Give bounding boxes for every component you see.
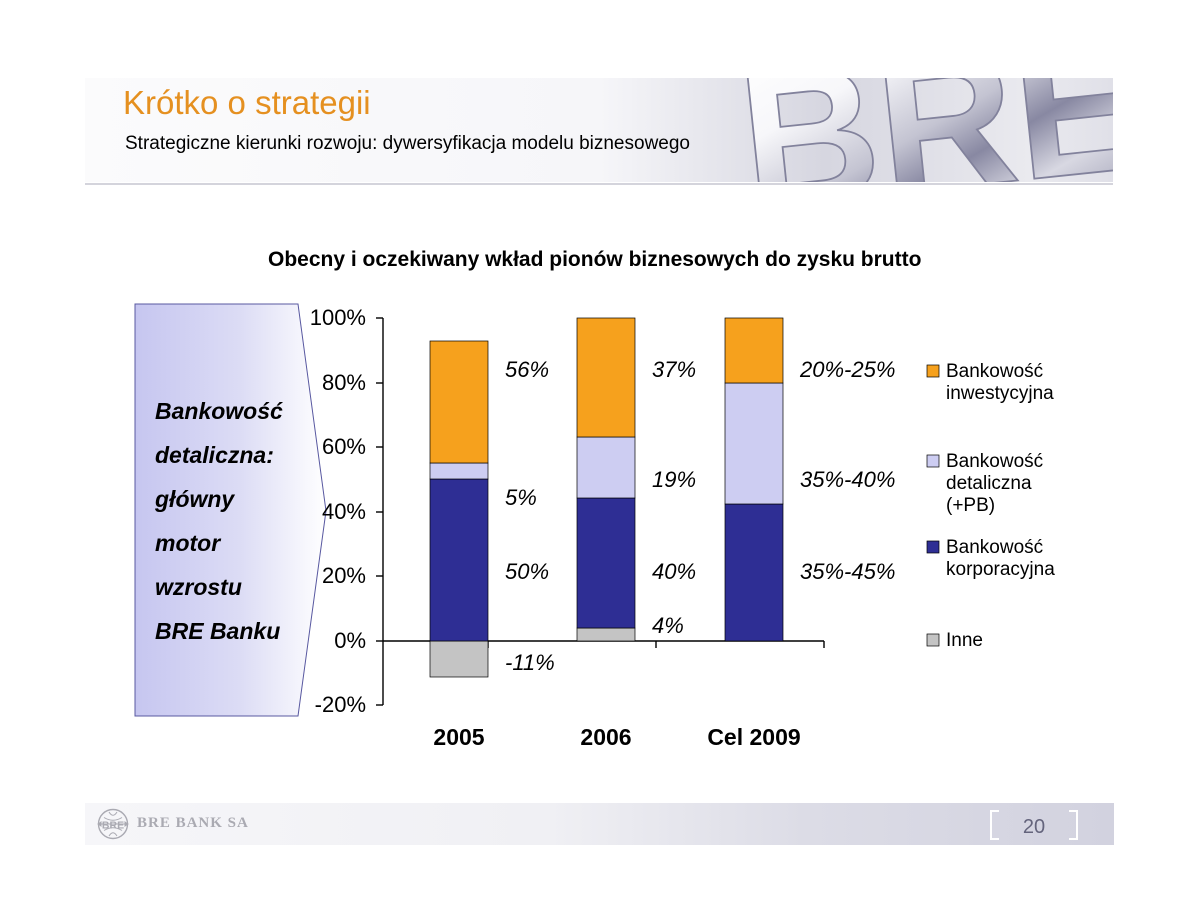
svg-text:100%: 100% <box>310 305 366 330</box>
svg-text:motor: motor <box>155 530 221 556</box>
svg-text:BRE: BRE <box>102 820 124 832</box>
svg-text:20: 20 <box>1023 816 1045 838</box>
svg-text:inwestycyjna: inwestycyjna <box>946 383 1054 404</box>
svg-text:Inne: Inne <box>946 630 983 651</box>
svg-text:2006: 2006 <box>580 724 631 750</box>
svg-text:5%: 5% <box>505 485 537 510</box>
svg-text:40%: 40% <box>652 559 696 584</box>
svg-text:56%: 56% <box>505 357 549 382</box>
svg-text:35%-40%: 35%-40% <box>800 467 895 492</box>
svg-text:50%: 50% <box>505 559 549 584</box>
svg-text:główny: główny <box>154 486 235 512</box>
svg-text:40%: 40% <box>322 499 366 524</box>
svg-text:Cel 2009: Cel 2009 <box>707 724 800 750</box>
svg-text:19%: 19% <box>652 467 696 492</box>
svg-text:BRE Banku: BRE Banku <box>155 618 280 644</box>
svg-text:detaliczna:: detaliczna: <box>155 442 274 468</box>
svg-text:0%: 0% <box>334 628 366 653</box>
svg-text:korporacyjna: korporacyjna <box>946 559 1055 580</box>
svg-text:-20%: -20% <box>315 692 366 717</box>
svg-text:35%-45%: 35%-45% <box>800 559 895 584</box>
svg-text:-11%: -11% <box>505 650 555 675</box>
svg-text:4%: 4% <box>652 613 684 638</box>
svg-text:Bankowość: Bankowość <box>946 361 1043 382</box>
svg-text:Bankowość: Bankowość <box>946 537 1043 558</box>
svg-text:2005: 2005 <box>433 724 484 750</box>
svg-text:detaliczna: detaliczna <box>946 473 1032 494</box>
svg-text:Bankowość: Bankowość <box>155 398 283 424</box>
svg-text:60%: 60% <box>322 434 366 459</box>
svg-text:20%: 20% <box>322 563 366 588</box>
svg-text:(+PB): (+PB) <box>946 495 995 516</box>
svg-text:wzrostu: wzrostu <box>155 574 242 600</box>
svg-text:37%: 37% <box>652 357 696 382</box>
svg-text:80%: 80% <box>322 370 366 395</box>
svg-text:20%-25%: 20%-25% <box>799 357 895 382</box>
svg-text:Bankowość: Bankowość <box>946 451 1043 472</box>
